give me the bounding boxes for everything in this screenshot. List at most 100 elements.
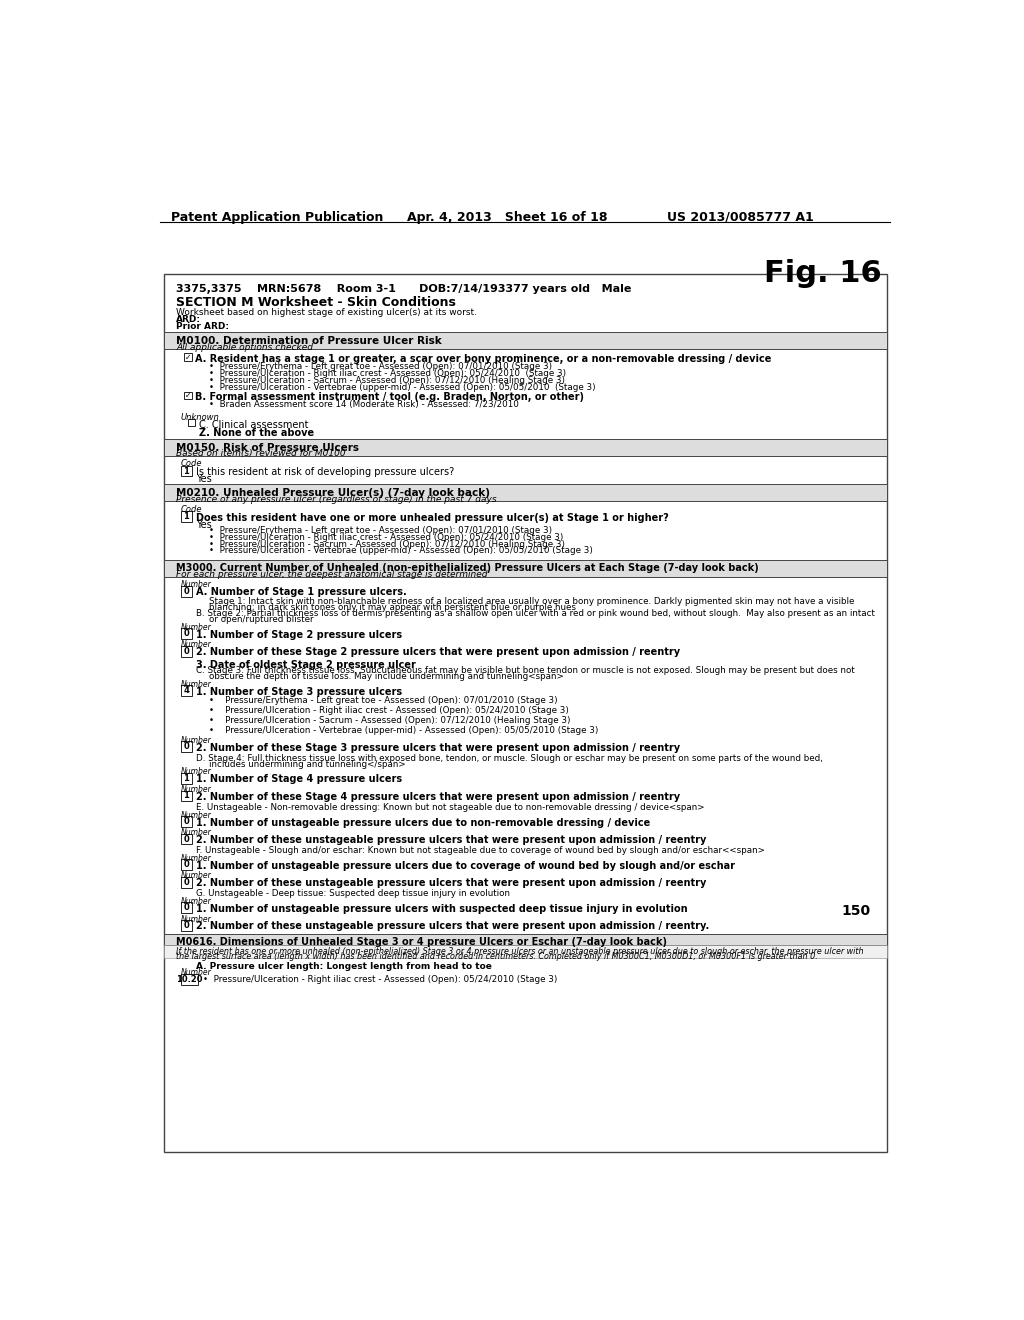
Text: •    Pressure/Ulceration - Right iliac crest - Assessed (Open): 05/24/2010 (Stag: • Pressure/Ulceration - Right iliac cres… (209, 706, 569, 715)
Text: obscure the depth of tissue loss. May include undermining and tunneling<span>: obscure the depth of tissue loss. May in… (209, 672, 564, 681)
Bar (180, 645, 191, 656)
Text: B. Formal assessment instrument / tool (e.g. Braden, Norton, or other): B. Formal assessment instrument / tool (… (195, 392, 584, 403)
Text: •  Pressure/Erythema - Left great toe - Assessed (Open): 07/01/2010 (Stage 3): • Pressure/Erythema - Left great toe - A… (209, 525, 553, 535)
Text: 0: 0 (183, 647, 189, 656)
Text: Patent Application Publication: Patent Application Publication (171, 211, 383, 224)
Text: 1. Number of Stage 2 pressure ulcers: 1. Number of Stage 2 pressure ulcers (197, 630, 402, 640)
Text: Number: Number (180, 915, 211, 924)
Bar (165, 933, 887, 945)
Text: D. Stage 4: Full thickness tissue loss with exposed bone, tendon, or muscle. Slo: D. Stage 4: Full thickness tissue loss w… (197, 754, 823, 763)
Bar (180, 742, 191, 752)
Text: Does this resident have one or more unhealed pressure ulcer(s) at Stage 1 or hig: Does this resident have one or more unhe… (197, 512, 669, 523)
Text: 0: 0 (183, 834, 189, 843)
Text: SECTION M Worksheet - Skin Conditions: SECTION M Worksheet - Skin Conditions (176, 296, 456, 309)
Text: For each pressure ulcer, the deepest anatomical stage is determined: For each pressure ulcer, the deepest ana… (176, 570, 487, 579)
Text: 1: 1 (183, 512, 189, 521)
Text: 1: 1 (183, 466, 189, 475)
Text: •    Pressure/Ulceration - Sacrum - Assessed (Open): 07/12/2010 (Healing Stage 3: • Pressure/Ulceration - Sacrum - Assesse… (209, 715, 570, 725)
Text: Number: Number (180, 640, 211, 649)
Bar (180, 628, 191, 639)
Text: •  Pressure/Ulceration - Right iliac crest - Assessed (Open): 05/24/2010 (Stage : • Pressure/Ulceration - Right iliac cres… (203, 975, 557, 985)
Text: G. Unstageable - Deep tissue: Suspected deep tissue injury in evolution: G. Unstageable - Deep tissue: Suspected … (197, 890, 510, 898)
Text: the largest surface area (length x width) has been identified and recorded in ce: the largest surface area (length x width… (176, 952, 818, 961)
Bar (165, 484, 887, 502)
Text: 2. Number of these Stage 2 pressure ulcers that were present upon admission / re: 2. Number of these Stage 2 pressure ulce… (197, 647, 680, 657)
Text: ✓: ✓ (184, 391, 190, 400)
Text: M0616. Dimensions of Unhealed Stage 3 or 4 pressure Ulcers or Eschar (7-day look: M0616. Dimensions of Unhealed Stage 3 or… (176, 937, 667, 946)
Text: 0: 0 (183, 630, 189, 638)
Text: •    Pressure/Ulceration - Vertebrae (upper-mid) - Assessed (Open): 05/05/2010 (: • Pressure/Ulceration - Vertebrae (upper… (209, 726, 599, 735)
Text: A. Resident has a stage 1 or greater, a scar over bony prominence, or a non-remo: A. Resident has a stage 1 or greater, a … (195, 354, 771, 364)
Text: 0: 0 (183, 861, 189, 869)
Text: 0: 0 (183, 903, 189, 912)
Text: •    Pressure/Erythema - Left great toe - Assessed (Open): 07/01/2010 (Stage 3): • Pressure/Erythema - Left great toe - A… (209, 696, 558, 705)
Text: 2. Number of these unstageable pressure ulcers that were present upon admission : 2. Number of these unstageable pressure … (197, 921, 710, 932)
Text: ✓: ✓ (184, 352, 190, 362)
Bar (165, 333, 887, 350)
Text: or open/ruptured blister: or open/ruptured blister (209, 615, 314, 624)
Bar (180, 816, 191, 826)
Text: Code: Code (180, 459, 202, 469)
Text: Number: Number (180, 854, 211, 863)
Text: •  Pressure/Ulceration - Sacrum - Assessed (Open): 07/12/2010 (Healing Stage 3): • Pressure/Ulceration - Sacrum - Assesse… (209, 540, 565, 549)
Text: •  Pressure/Ulceration - Right iliac crest - Assessed (Open): 05/24/2010 (Stage : • Pressure/Ulceration - Right iliac cres… (209, 533, 564, 541)
Bar (180, 876, 191, 887)
Text: Number: Number (180, 896, 211, 906)
Text: 2. Number of these unstageable pressure ulcers that were present upon admission : 2. Number of these unstageable pressure … (197, 878, 707, 888)
Text: Number: Number (180, 767, 211, 776)
Text: 4: 4 (183, 686, 189, 694)
Text: 1. Number of unstageable pressure ulcers with suspected deep tissue injury in ev: 1. Number of unstageable pressure ulcers… (197, 904, 688, 913)
Text: Is this resident at risk of developing pressure ulcers?: Is this resident at risk of developing p… (197, 467, 455, 477)
Text: 0: 0 (183, 586, 189, 595)
Text: 0: 0 (183, 817, 189, 826)
Bar (188, 420, 196, 426)
Text: Code: Code (180, 506, 202, 513)
Text: Fig. 16: Fig. 16 (764, 259, 882, 288)
Text: E. Unstageable - Non-removable dressing: Known but not stageable due to non-remo: E. Unstageable - Non-removable dressing:… (197, 803, 705, 812)
Text: 0: 0 (183, 878, 189, 887)
Text: Number: Number (180, 623, 211, 632)
Text: •  Braden Assessment score 14 (Moderate Risk) - Assessed: 7/23/2010: • Braden Assessment score 14 (Moderate R… (209, 400, 519, 409)
Bar (180, 920, 191, 931)
Text: 2. Number of these Stage 4 pressure ulcers that were present upon admission / re: 2. Number of these Stage 4 pressure ulce… (197, 792, 680, 803)
Text: Number: Number (180, 829, 211, 837)
Bar (183, 354, 191, 360)
Bar (165, 945, 887, 958)
Bar (180, 903, 191, 913)
Bar (180, 511, 191, 521)
Text: •  Pressure/Ulceration - Vertebrae (upper-mid) - Assessed (Open): 05/05/2010  (S: • Pressure/Ulceration - Vertebrae (upper… (209, 383, 596, 392)
Text: 3. Date of oldest Stage 2 pressure ulcer: 3. Date of oldest Stage 2 pressure ulcer (197, 660, 416, 669)
Text: •  Pressure/Erythema - Left great toe - Assessed (Open): 07/01/2010 (Stage 3): • Pressure/Erythema - Left great toe - A… (209, 363, 553, 371)
Text: US 2013/0085777 A1: US 2013/0085777 A1 (667, 211, 813, 224)
Text: B. Stage 2: Partial thickness loss of dermis presenting as a shallow open ulcer : B. Stage 2: Partial thickness loss of de… (197, 609, 876, 618)
Text: 1. Number of unstageable pressure ulcers due to coverage of wound bed by slough : 1. Number of unstageable pressure ulcers… (197, 861, 735, 871)
Text: 1: 1 (183, 792, 189, 800)
Bar (180, 974, 198, 985)
Text: 2. Number of these unstageable pressure ulcers that were present upon admission : 2. Number of these unstageable pressure … (197, 836, 707, 845)
Text: Prior ARD:: Prior ARD: (176, 322, 229, 330)
Text: Number: Number (180, 581, 211, 589)
Text: •  Pressure/Ulceration - Sacrum - Assessed (Open): 07/12/2010 (Healing Stage 3): • Pressure/Ulceration - Sacrum - Assesse… (209, 376, 565, 385)
Text: Based on item(s) reviewed for M0100: Based on item(s) reviewed for M0100 (176, 449, 346, 458)
Text: Z. None of the above: Z. None of the above (199, 428, 313, 438)
Bar (180, 834, 191, 845)
Text: Worksheet based on highest stage of existing ulcer(s) at its worst.: Worksheet based on highest stage of exis… (176, 308, 477, 317)
Text: F. Unstageable - Slough and/or eschar: Known but not stageable due to coverage o: F. Unstageable - Slough and/or eschar: K… (197, 846, 765, 855)
Text: 1. Number of Stage 4 pressure ulcers: 1. Number of Stage 4 pressure ulcers (197, 775, 402, 784)
Text: Number: Number (180, 680, 211, 689)
Text: Yes: Yes (197, 474, 212, 484)
Text: Number: Number (180, 785, 211, 795)
Text: Number: Number (180, 810, 211, 820)
Text: includes undermining and tunneling</span>: includes undermining and tunneling</span… (209, 760, 406, 768)
Text: M0100. Determination of Pressure Ulcer Risk: M0100. Determination of Pressure Ulcer R… (176, 337, 441, 346)
Text: Number: Number (180, 969, 211, 977)
Text: 3375,3375    MRN:5678    Room 3-1      DOB:7/14/193377 years old   Male: 3375,3375 MRN:5678 Room 3-1 DOB:7/14/193… (176, 284, 632, 294)
Text: 0: 0 (183, 742, 189, 751)
Bar (180, 466, 191, 477)
Text: M0150. Risk of Pressure Ulcers: M0150. Risk of Pressure Ulcers (176, 442, 359, 453)
Text: If the resident has one or more unhealed (non-epithelialized) Stage 3 or 4 press: If the resident has one or more unhealed… (176, 946, 863, 956)
Bar (180, 774, 191, 784)
Text: C. Clinical assessment: C. Clinical assessment (199, 420, 308, 430)
Text: C. Stage 3: Full thickness tissue loss. Subcutaneous fat may be visible but bone: C. Stage 3: Full thickness tissue loss. … (197, 665, 855, 675)
Text: •  Pressure/Ulceration - Vertebrae (upper-mid) - Assessed (Open): 05/05/2010 (St: • Pressure/Ulceration - Vertebrae (upper… (209, 546, 593, 556)
